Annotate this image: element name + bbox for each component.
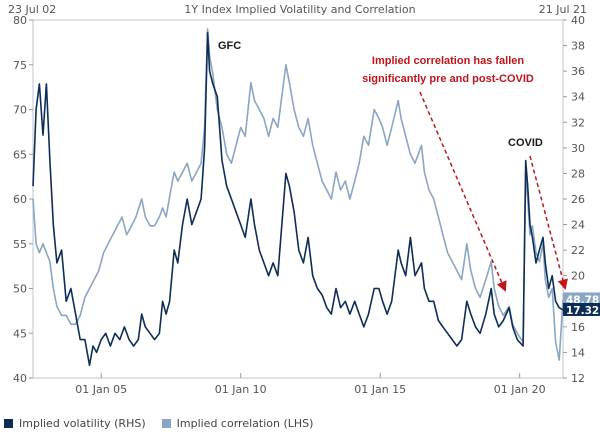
left-axis-tick-label: 80 [13, 14, 27, 27]
right-axis-tick-label: 40 [571, 14, 585, 27]
legend-label-correlation: Implied correlation (LHS) [176, 416, 314, 430]
annotation-correlation-note-line: significantly pre and post-COVID [362, 73, 534, 85]
right-axis-tick-label: 20 [571, 270, 585, 283]
right-axis-tick-label: 14 [571, 346, 585, 359]
left-axis-tick-label: 75 [13, 59, 27, 72]
legend: Implied volatility (RHS) Implied correla… [4, 414, 329, 432]
last-value-volatility: 17.32 [566, 305, 599, 317]
left-axis-tick-label: 45 [13, 327, 27, 340]
chart-title: 1Y Index Implied Volatility and Correlat… [184, 3, 415, 16]
left-axis-tick-label: 70 [13, 104, 27, 117]
chart-canvas: 1Y Index Implied Volatility and Correlat… [8, 3, 600, 396]
left-axis-tick-label: 40 [13, 372, 27, 385]
right-axis-tick-label: 26 [571, 193, 585, 206]
last-value-badge-correlation [563, 292, 600, 306]
left-axis-tick-label: 60 [13, 193, 27, 206]
legend-swatch-correlation [161, 418, 171, 428]
right-axis-tick-label: 28 [571, 167, 585, 180]
right-axis-tick-label: 22 [571, 244, 585, 257]
end-date-label: 21 Jul 21 [539, 3, 587, 16]
x-axis-tick-label: 01 Jan 20 [494, 383, 546, 396]
annotation-arrow-post-covid [529, 155, 568, 291]
left-axis-tick-label: 50 [13, 283, 27, 296]
start-date-label: 23 Jul 02 [8, 3, 56, 16]
annotation-arrow-pre-covid [419, 91, 507, 292]
right-axis-tick-label: 24 [571, 219, 585, 232]
legend-item-correlation: Implied correlation (LHS) [161, 416, 314, 430]
series-line-correlation [32, 28, 564, 361]
series-line-volatility [32, 31, 564, 366]
right-axis-tick-label: 32 [571, 116, 585, 129]
left-axis-tick-label: 65 [13, 148, 27, 161]
right-axis-tick-label: 12 [571, 372, 585, 385]
left-axis-tick-label: 55 [13, 238, 27, 251]
x-axis-tick-label: 01 Jan 15 [354, 383, 406, 396]
x-axis-tick-label: 01 Jan 05 [75, 383, 127, 396]
right-axis-tick-label: 30 [571, 142, 585, 155]
annotation-gfc: GFC [218, 40, 241, 52]
right-axis-tick-label: 34 [571, 91, 585, 104]
annotation-covid: COVID [508, 137, 543, 149]
right-axis-tick-label: 38 [571, 40, 585, 53]
x-axis-tick-label: 01 Jan 10 [215, 383, 267, 396]
annotation-correlation-note-line: Implied correlation has fallen [372, 55, 524, 67]
last-value-badge-volatility [563, 302, 600, 316]
right-axis-tick-label: 16 [571, 321, 585, 334]
legend-label-volatility: Implied volatility (RHS) [19, 416, 146, 430]
right-axis-tick-label: 36 [571, 65, 585, 78]
legend-item-volatility: Implied volatility (RHS) [4, 417, 146, 430]
legend-swatch-volatility [4, 418, 13, 428]
